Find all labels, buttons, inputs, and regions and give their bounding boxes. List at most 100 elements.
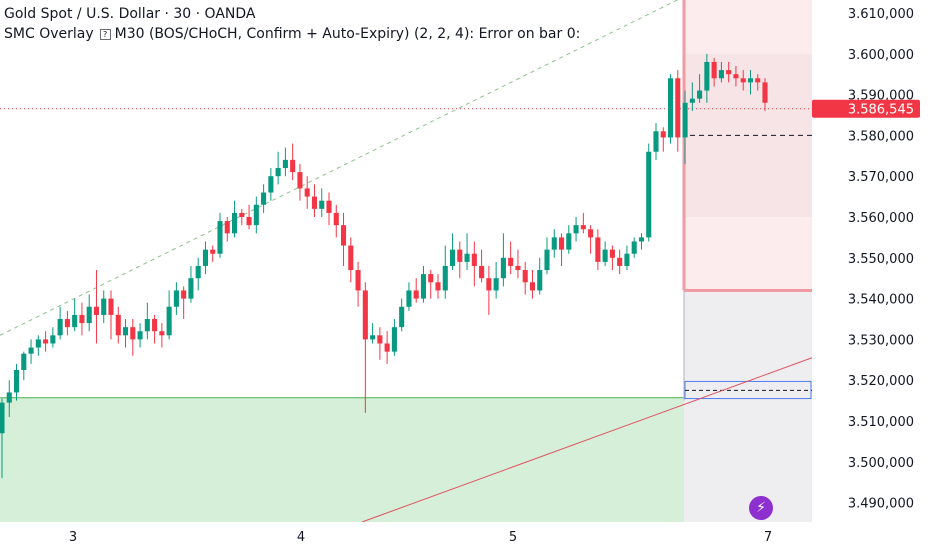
price-tick-label: 3.610,000	[848, 7, 914, 22]
symbol-title: Gold Spot / U.S. Dollar · 30 · OANDA	[4, 6, 256, 22]
candle	[428, 270, 434, 299]
candle-body	[108, 298, 114, 315]
candle-body	[86, 306, 92, 324]
candle	[64, 310, 70, 336]
candle-body	[667, 78, 674, 138]
time-axis[interactable]: 3 4 5 7	[0, 522, 812, 550]
candle-body	[202, 249, 209, 266]
candle	[573, 217, 579, 242]
candle-body	[13, 370, 20, 393]
candle	[93, 270, 100, 344]
indicator-legend[interactable]: SMC Overlay? M30 (BOS/CHoCH, Confirm + Au…	[4, 26, 580, 42]
candle	[326, 192, 332, 226]
time-tick-label: 5	[509, 530, 517, 545]
candle	[311, 184, 318, 217]
candle-body	[646, 151, 652, 238]
candle	[667, 74, 674, 144]
candle	[43, 331, 49, 352]
candle	[762, 78, 768, 111]
candle	[362, 282, 368, 413]
candle-body	[348, 245, 354, 271]
candle-body	[733, 74, 739, 79]
candle-body	[588, 229, 594, 238]
candle-body	[638, 237, 645, 242]
candle-body	[479, 265, 485, 279]
candle-body	[50, 335, 56, 344]
indicator-visibility-icon[interactable]: ?	[99, 29, 111, 40]
candle-body	[28, 347, 34, 354]
candle-body	[449, 249, 456, 266]
candle-body	[493, 278, 499, 291]
candle	[130, 319, 136, 356]
candle-body	[290, 159, 296, 173]
candle	[355, 261, 361, 307]
candle-body	[93, 306, 100, 315]
candle	[479, 249, 485, 283]
candle-body	[682, 102, 688, 138]
bolt-icon[interactable]: ⚡	[749, 496, 773, 520]
candle	[6, 380, 12, 417]
last-price-badge	[812, 99, 920, 118]
channel-trendline	[0, 0, 679, 336]
candle	[486, 265, 492, 315]
candle	[653, 123, 659, 160]
candle-body	[500, 257, 506, 279]
candle	[101, 290, 107, 324]
candle	[580, 212, 586, 234]
candle-body	[464, 253, 470, 262]
candle	[529, 270, 536, 299]
candle-body	[333, 212, 339, 226]
price-tick-label: 3.600,000	[848, 48, 914, 63]
candle-body	[370, 335, 376, 340]
candle	[144, 302, 150, 340]
candle-body	[0, 402, 5, 434]
price-tick-label: 3.490,000	[848, 497, 914, 512]
candle	[537, 257, 543, 295]
candle	[660, 127, 666, 152]
candle	[522, 261, 528, 295]
price-axis[interactable]: 3.610,0003.600,0003.590,0003.580,0003.57…	[812, 0, 932, 550]
candle	[675, 70, 681, 152]
candle-body	[537, 270, 543, 291]
candle	[733, 66, 739, 87]
candle	[689, 82, 695, 111]
candle	[166, 290, 172, 340]
candle-body	[152, 319, 158, 332]
candle	[108, 290, 114, 340]
candle-body	[435, 282, 441, 291]
price-tick-label: 3.540,000	[848, 293, 914, 308]
candle	[515, 249, 521, 279]
candle	[442, 245, 448, 299]
candle-body	[101, 298, 107, 315]
candle	[319, 188, 325, 217]
candle-body	[653, 131, 659, 152]
candle-body	[304, 188, 310, 197]
candle	[413, 278, 419, 303]
candle	[304, 176, 310, 209]
candle-body	[122, 327, 129, 336]
candle	[79, 302, 85, 336]
candle-body	[726, 70, 732, 75]
candle	[704, 53, 710, 103]
candle-body	[282, 159, 288, 169]
candle-body	[747, 78, 754, 83]
time-tick-label: 3	[69, 530, 77, 545]
candle-body	[617, 257, 623, 266]
candle-body	[631, 241, 637, 254]
candle-body	[675, 78, 681, 138]
candle	[122, 319, 129, 348]
candle-body	[704, 61, 710, 91]
candle	[181, 286, 187, 319]
candle	[718, 61, 724, 83]
candle-body	[428, 274, 434, 283]
candle	[239, 208, 245, 226]
candle	[253, 196, 259, 234]
candle-body	[275, 168, 281, 177]
candle-body	[624, 253, 630, 266]
candle	[333, 204, 339, 238]
candle-body	[544, 249, 550, 271]
candle	[617, 249, 623, 275]
candle-body	[457, 249, 463, 262]
candle	[697, 74, 703, 103]
